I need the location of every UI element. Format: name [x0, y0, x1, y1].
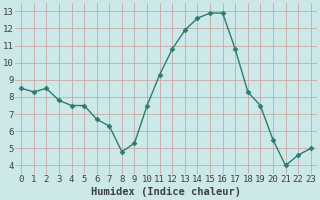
- X-axis label: Humidex (Indice chaleur): Humidex (Indice chaleur): [91, 187, 241, 197]
